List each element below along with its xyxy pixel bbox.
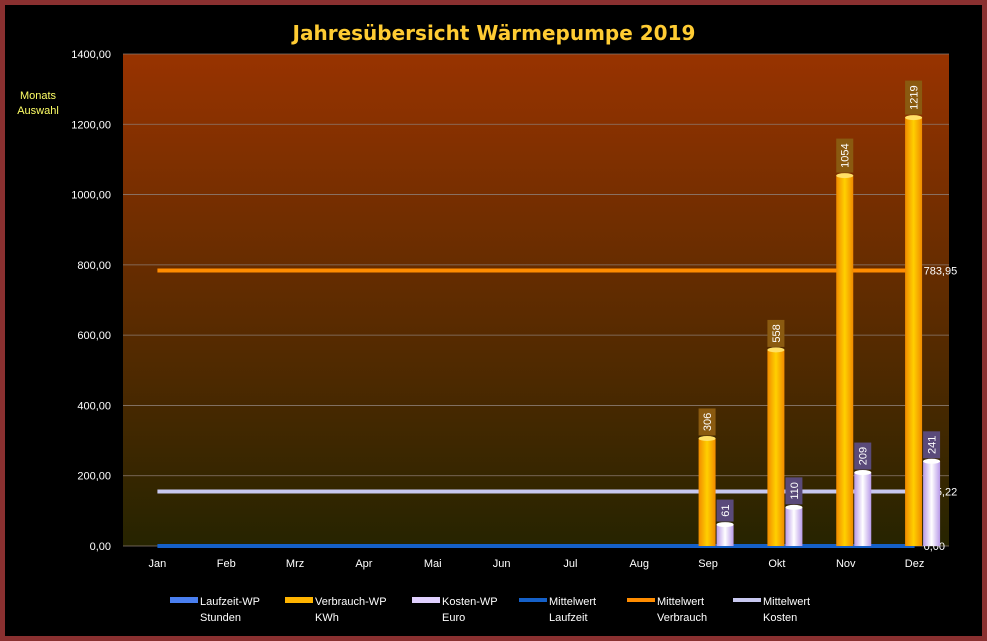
x-category-label: Sep [698, 558, 718, 570]
x-category-label: Aug [629, 558, 649, 570]
legend-name: Mittelwert [549, 596, 596, 608]
data-label-bg [698, 408, 716, 436]
data-label: 61 [720, 504, 732, 516]
bar [785, 507, 803, 546]
bar-cap [854, 470, 872, 476]
legend-unit: KWh [315, 612, 339, 624]
bar [698, 438, 716, 546]
y-axis-ticks: 0,00 200,00 400,00 600,00 800,00 1000,00 1200,… [71, 49, 111, 553]
bar-cap [923, 458, 941, 464]
bar-cap [698, 435, 716, 441]
x-category-label: Apr [355, 558, 372, 570]
chart-title: Jahresübersicht Wärmepumpe 2019 [291, 21, 696, 45]
legend-swatch [412, 597, 440, 603]
y-tick-label: 1400,00 [71, 49, 111, 61]
y-tick-label: 200,00 [77, 471, 111, 483]
side-label-line1[interactable]: Monats [20, 90, 57, 102]
legend-name: Mittelwert [763, 596, 810, 608]
data-label: 558 [771, 324, 783, 342]
data-label-bg [923, 431, 941, 459]
bar-cap [767, 347, 785, 353]
bar-cap [836, 173, 854, 179]
legend-unit: Stunden [200, 612, 241, 624]
y-tick-label: 0,00 [90, 541, 111, 553]
legend-name: Verbrauch-WP [315, 596, 387, 608]
legend-unit: Euro [442, 612, 465, 624]
legend-name: Laufzeit-WP [200, 596, 260, 608]
bar-cap [905, 115, 923, 121]
y-tick-label: 1000,00 [71, 190, 111, 202]
x-category-label: Dez [905, 558, 925, 570]
legend-unit: Verbrauch [657, 612, 707, 624]
legend-unit: Laufzeit [549, 612, 588, 624]
side-label-line2[interactable]: Auswahl [17, 105, 59, 117]
data-label-bg [854, 442, 872, 470]
data-label: 306 [702, 413, 714, 431]
bar [854, 472, 872, 546]
bar-cap [785, 504, 803, 510]
bars [698, 115, 941, 546]
x-category-label: Mai [424, 558, 442, 570]
y-tick-label: 400,00 [77, 400, 111, 412]
bar-cap [716, 522, 734, 528]
y-tick-label: 1200,00 [71, 119, 111, 131]
x-category-label: Jun [493, 558, 511, 570]
legend-name: Kosten-WP [442, 596, 498, 608]
bar [716, 524, 734, 546]
legend-unit: Kosten [763, 612, 797, 624]
x-category-label: Mrz [286, 558, 304, 570]
legend-swatch [285, 597, 313, 603]
data-label-bg [836, 138, 854, 173]
bar [767, 349, 785, 546]
data-label: 241 [927, 436, 939, 454]
x-category-label: Jul [563, 558, 577, 570]
bar [836, 175, 854, 546]
data-label: 209 [858, 447, 870, 465]
bar [923, 461, 941, 546]
legend-swatch [170, 597, 198, 603]
data-label-bg [716, 499, 734, 522]
data-label: 1219 [909, 85, 921, 109]
x-category-label: Jan [149, 558, 167, 570]
data-label-bg [905, 80, 923, 115]
x-category-label: Okt [768, 558, 785, 570]
bar [905, 117, 923, 546]
data-label: 1054 [840, 143, 852, 167]
data-label: 110 [789, 482, 801, 500]
x-category-label: Feb [217, 558, 236, 570]
data-label-bg [767, 319, 785, 347]
x-axis-categories: Jan Feb Mrz Apr Mai Jun Jul Aug Sep Okt Nov Dez [149, 558, 925, 570]
average-label: 783,95 [924, 265, 958, 277]
y-tick-label: 800,00 [77, 260, 111, 272]
legend-name: Mittelwert [657, 596, 704, 608]
legend: Laufzeit-WP Stunden Verbrauch-WP KWh Kosten-… [170, 596, 810, 624]
plot-area [123, 54, 949, 546]
y-tick-label: 600,00 [77, 330, 111, 342]
x-category-label: Nov [836, 558, 856, 570]
data-label-bg [785, 477, 803, 505]
data-labels: 306 558 1054 1219 61 110 209 241 [698, 80, 941, 522]
